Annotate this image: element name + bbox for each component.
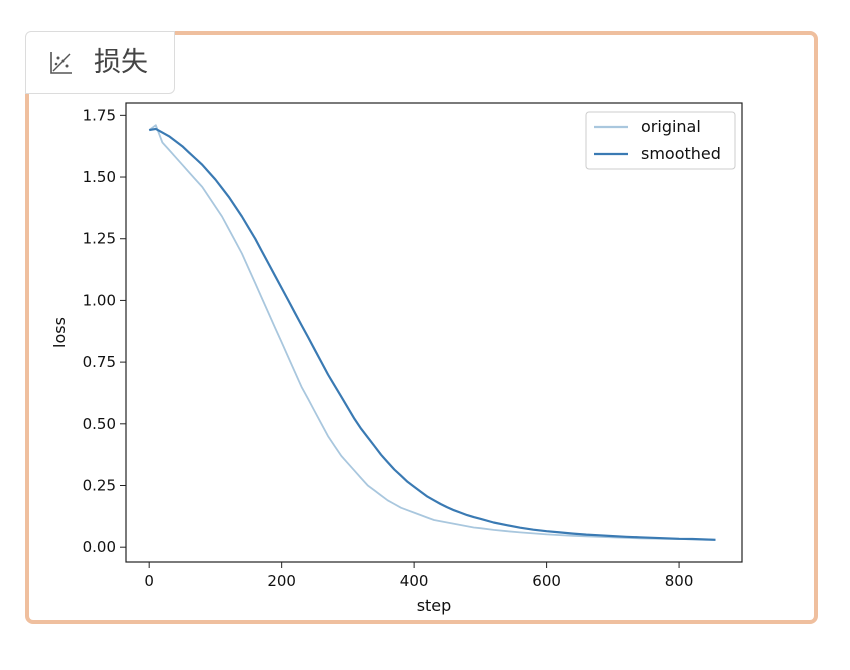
y-tick-label-0.5: 0.50	[83, 415, 116, 433]
y-tick-label-1.75: 1.75	[83, 106, 116, 124]
series-line-smoothed	[149, 127, 716, 541]
scatter-chart-icon	[50, 52, 72, 74]
panel-tab[interactable]: 损失	[25, 31, 175, 94]
y-tick-label-0.75: 0.75	[83, 353, 116, 371]
x-tick-label-800: 800	[665, 572, 694, 590]
series-line-original	[148, 124, 716, 541]
legend-label-original: original	[641, 117, 701, 136]
x-tick-label-600: 600	[532, 572, 561, 590]
panel-title: 损失	[94, 47, 148, 78]
x-tick-label-400: 400	[400, 572, 429, 590]
x-tick-label-0: 0	[144, 572, 154, 590]
y-tick-label-1.25: 1.25	[83, 230, 116, 248]
x-tick-label-200: 200	[267, 572, 296, 590]
y-tick-label-1: 1.00	[83, 291, 116, 309]
y-tick-label-1.5: 1.50	[83, 168, 116, 186]
legend-label-smoothed: smoothed	[641, 144, 721, 163]
plot-frame	[125, 102, 743, 563]
y-tick-label-0.25: 0.25	[83, 477, 116, 495]
x-axis-label: step	[417, 596, 452, 615]
y-axis-label: loss	[50, 317, 69, 348]
y-tick-label-0: 0.00	[83, 538, 116, 556]
